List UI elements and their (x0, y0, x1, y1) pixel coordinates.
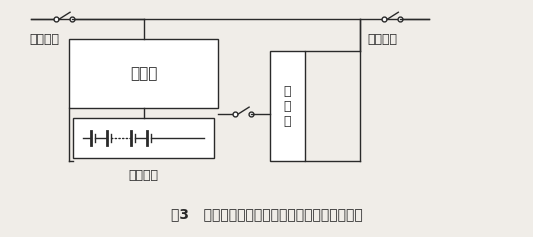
Text: 图3   集中式充电装置实现对串联电池组充电图示: 图3 集中式充电装置实现对串联电池组充电图示 (171, 207, 362, 221)
Polygon shape (69, 39, 218, 108)
Text: 交流输入: 交流输入 (29, 33, 59, 46)
Text: 逆
变
器: 逆 变 器 (284, 85, 291, 128)
Polygon shape (270, 51, 305, 161)
Text: 充电器: 充电器 (130, 66, 157, 81)
Polygon shape (73, 118, 214, 158)
Text: 蓄电池组: 蓄电池组 (128, 169, 159, 182)
Text: 交流输出: 交流输出 (367, 33, 398, 46)
